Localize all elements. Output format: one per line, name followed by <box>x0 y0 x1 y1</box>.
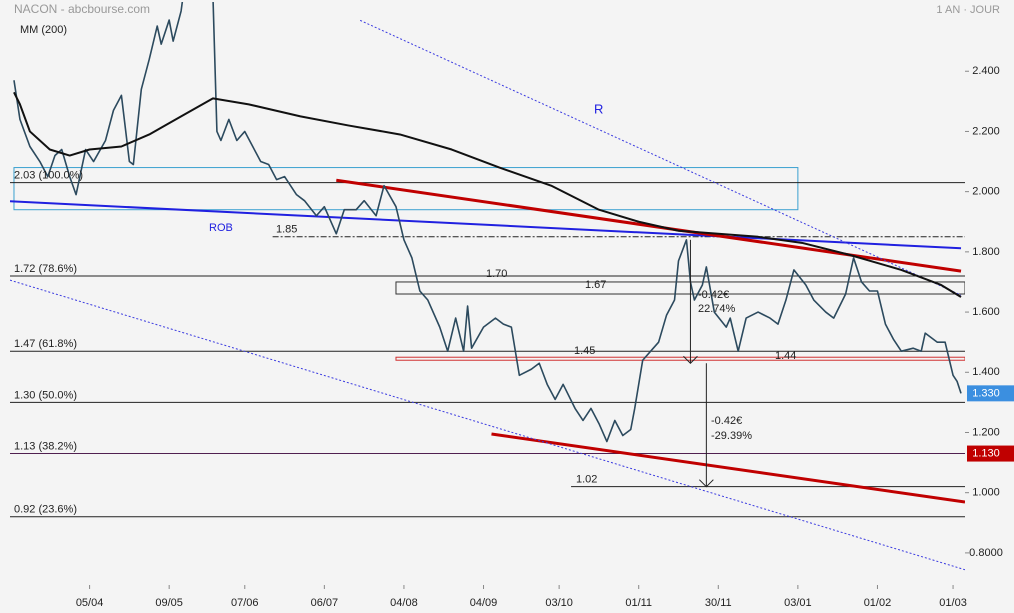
y-tick-label: 1.000 <box>972 487 1000 499</box>
measure-label: -0.42€ <box>698 289 729 301</box>
level-label: 1.02 <box>576 474 597 486</box>
y-tick-label: 0.8000 <box>969 547 1003 559</box>
chart-subtitle: 1 AN · JOUR <box>936 4 1000 16</box>
x-tick-label: 07/06 <box>231 597 259 609</box>
zone-box <box>395 356 965 361</box>
y-tick-label: 2.200 <box>972 125 1000 137</box>
trendline <box>491 432 965 504</box>
y-tick-label: 2.000 <box>972 186 1000 198</box>
y-tick-label: 1.800 <box>972 246 1000 258</box>
level-label: 1.44 <box>775 350 796 362</box>
chart-title: NACON - abcbourse.com <box>14 2 150 16</box>
price-line <box>13 91 962 298</box>
measure-label: -29.39% <box>711 430 752 442</box>
level-label: 1.45 <box>574 345 595 357</box>
x-tick-label: 03/01 <box>784 597 812 609</box>
y-tick-label: 1.200 <box>972 426 1000 438</box>
level-label: 1.85 <box>276 224 297 236</box>
y-tick-label: 2.400 <box>972 65 1000 77</box>
x-tick-label: 01/02 <box>864 597 892 609</box>
fib-label: 1.47 (61.8%) <box>14 338 77 350</box>
x-tick-label: 30/11 <box>705 597 732 609</box>
y-tick-label: 1.400 <box>972 366 1000 378</box>
x-tick-label: 01/11 <box>625 597 652 609</box>
x-tick-label: 04/08 <box>390 597 418 609</box>
x-tick-label: 01/03 <box>939 597 967 609</box>
plot-area <box>10 2 965 571</box>
price-tag <box>967 385 1014 402</box>
arrow-head <box>699 479 714 488</box>
level-label: 1.67 <box>585 279 606 291</box>
price-line <box>13 2 962 443</box>
arrow-head <box>683 355 698 364</box>
measure-label: 22.74% <box>698 303 736 315</box>
fib-label: 0.92 (23.6%) <box>14 504 77 516</box>
trendline <box>336 178 962 273</box>
trendline <box>10 200 962 250</box>
fib-label: 1.72 (78.6%) <box>14 263 77 275</box>
legend-entry: MM (200) <box>20 24 67 36</box>
fib-label: 1.13 (38.2%) <box>14 440 77 452</box>
fib-label: 1.30 (50.0%) <box>14 389 77 401</box>
trendline-label: ROB <box>209 222 233 234</box>
fib-label: 2.03 (100.0%) <box>14 170 83 182</box>
zone-box <box>395 281 965 295</box>
x-tick-label: 04/09 <box>470 597 498 609</box>
measure-label: -0.42€ <box>711 415 742 427</box>
x-tick-label: 03/10 <box>545 597 573 609</box>
price-tag-label: 1.330 <box>972 387 1000 399</box>
x-tick-label: 05/04 <box>76 597 104 609</box>
level-label: 1.70 <box>486 268 507 280</box>
x-tick-label: 06/07 <box>311 597 339 609</box>
trendline-label: R <box>594 101 603 116</box>
price-tag-label: 1.130 <box>972 447 1000 459</box>
trendline <box>359 19 962 296</box>
y-tick-label: 1.600 <box>972 306 1000 318</box>
x-tick-label: 09/05 <box>155 597 183 609</box>
zone-box <box>13 167 799 211</box>
price-tag <box>967 445 1014 462</box>
